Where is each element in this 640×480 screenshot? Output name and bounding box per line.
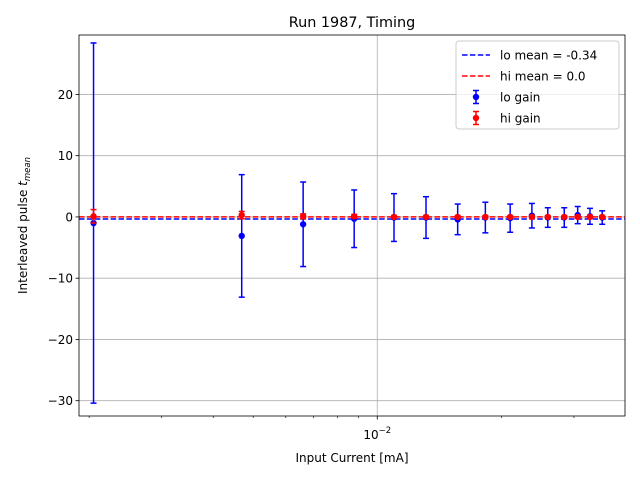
data-point xyxy=(544,213,551,221)
legend-box xyxy=(455,40,620,130)
data-point xyxy=(574,213,581,221)
data-point xyxy=(350,213,358,220)
data-point xyxy=(599,213,606,221)
legend: lo mean = -0.34 hi mean = 0.0 lo gain hi ga… xyxy=(455,40,620,130)
y-tick-label: −10 xyxy=(48,272,73,286)
data-point xyxy=(454,213,461,221)
y-axis-label-symbol: t xyxy=(16,180,30,186)
data-series xyxy=(90,42,606,404)
y-axis-label: Interleaved pulse tmean xyxy=(16,157,33,294)
x-axis-label: Input Current [mA] xyxy=(295,451,408,465)
data-point xyxy=(238,211,245,219)
data-point xyxy=(561,213,568,221)
data-point xyxy=(238,232,245,240)
data-point xyxy=(506,213,514,221)
legend-point-marker xyxy=(472,114,480,122)
legend-items: lo mean = -0.34 hi mean = 0.0 lo gain hi ga… xyxy=(462,49,597,126)
y-tick-label: 10 xyxy=(58,149,73,163)
data-point xyxy=(422,213,430,221)
data-point xyxy=(299,221,307,228)
legend-label: hi gain xyxy=(500,112,541,126)
y-axis-label-text: Interleaved pulse xyxy=(16,186,30,294)
data-point xyxy=(299,213,307,220)
y-tick-label: −30 xyxy=(48,394,73,408)
y-axis-label-subscript: mean xyxy=(23,157,33,181)
legend-label: lo mean = -0.34 xyxy=(500,49,597,63)
axis-ticks: −30 −20 −10 0 10 20 10−2 xyxy=(48,88,575,442)
legend-label: hi mean = 0.0 xyxy=(500,70,586,84)
data-point xyxy=(528,213,536,221)
data-point xyxy=(586,213,594,221)
data-point xyxy=(482,213,489,221)
data-point xyxy=(90,213,97,220)
legend-point-marker xyxy=(472,93,480,101)
x-tick-label: 10−2 xyxy=(363,426,391,442)
y-tick-label: 20 xyxy=(58,88,73,102)
plot-frame xyxy=(78,34,626,417)
data-point xyxy=(390,213,398,221)
y-tick-label: 0 xyxy=(65,210,73,224)
series xyxy=(90,208,606,224)
chart-title: Run 1987, Timing xyxy=(289,15,416,31)
legend-label: lo gain xyxy=(500,91,540,105)
y-tick-label: −20 xyxy=(48,333,73,347)
